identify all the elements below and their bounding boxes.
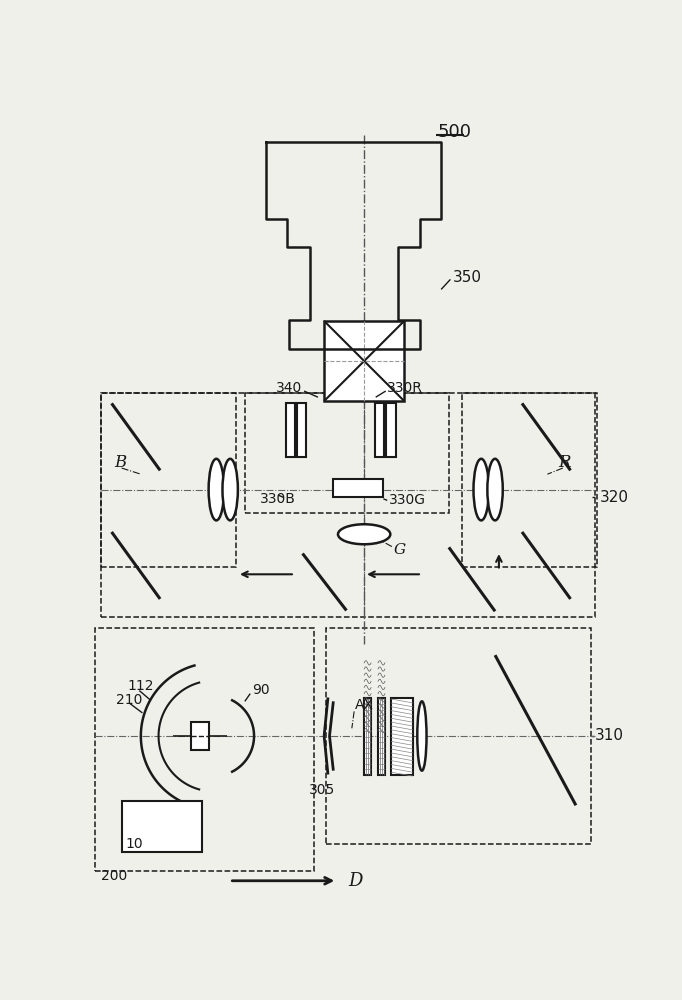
Text: 330R: 330R	[387, 381, 423, 395]
Bar	[95, 628, 314, 871]
Ellipse shape	[417, 701, 426, 771]
Text: G: G	[394, 543, 406, 557]
Text: 210: 210	[116, 693, 143, 707]
Bar	[121, 801, 203, 852]
Text: B: B	[114, 454, 126, 471]
Bar	[326, 628, 591, 844]
Text: AX: AX	[355, 698, 374, 712]
Bar	[286, 403, 295, 457]
Ellipse shape	[209, 459, 224, 520]
Bar	[245, 393, 449, 513]
Bar	[101, 393, 235, 567]
Text: R: R	[558, 454, 571, 471]
Bar	[391, 698, 413, 774]
Bar	[375, 403, 384, 457]
Text: 500: 500	[437, 123, 471, 141]
Text: 350: 350	[453, 270, 481, 285]
Bar	[324, 321, 404, 401]
Text: 112: 112	[127, 679, 153, 693]
Bar	[333, 479, 383, 497]
Text: D: D	[349, 872, 363, 890]
Ellipse shape	[222, 459, 238, 520]
Text: 200: 200	[101, 869, 127, 883]
Ellipse shape	[488, 459, 503, 520]
Text: 10: 10	[125, 837, 143, 851]
Bar	[364, 698, 371, 774]
Bar	[378, 698, 385, 774]
Bar	[462, 393, 597, 567]
Bar	[101, 393, 595, 617]
Text: 320: 320	[599, 490, 629, 505]
Text: 340: 340	[276, 381, 303, 395]
Text: 330B: 330B	[261, 492, 296, 506]
Bar	[297, 403, 306, 457]
Text: 330G: 330G	[389, 493, 426, 507]
Ellipse shape	[473, 459, 489, 520]
Bar	[191, 722, 209, 750]
Ellipse shape	[338, 524, 390, 544]
Bar	[387, 403, 396, 457]
Text: 305: 305	[309, 783, 335, 797]
Text: 310: 310	[595, 728, 624, 744]
Text: 90: 90	[252, 683, 270, 697]
